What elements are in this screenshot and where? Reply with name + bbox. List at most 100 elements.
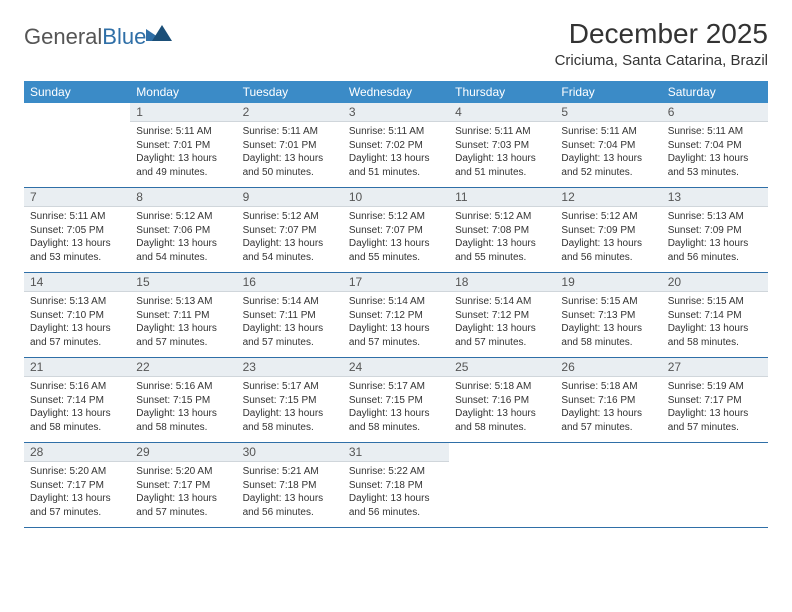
day-number: 16 <box>237 273 343 292</box>
day-sunrise: Sunrise: 5:13 AM <box>668 210 762 224</box>
day-sunrise: Sunrise: 5:11 AM <box>561 125 655 139</box>
calendar-day-cell: 3Sunrise: 5:11 AMSunset: 7:02 PMDaylight… <box>343 103 449 188</box>
day-daylight: Daylight: 13 hours and 53 minutes. <box>30 237 124 264</box>
day-daylight: Daylight: 13 hours and 50 minutes. <box>243 152 337 179</box>
day-number: 20 <box>662 273 768 292</box>
day-sunset: Sunset: 7:14 PM <box>668 309 762 323</box>
logo-mark-icon <box>146 23 172 41</box>
day-sunrise: Sunrise: 5:12 AM <box>455 210 549 224</box>
logo-text-a: General <box>24 24 102 49</box>
day-body: Sunrise: 5:14 AMSunset: 7:12 PMDaylight:… <box>449 292 555 357</box>
day-sunrise: Sunrise: 5:11 AM <box>136 125 230 139</box>
day-number: 1 <box>130 103 236 122</box>
day-daylight: Daylight: 13 hours and 58 minutes. <box>30 407 124 434</box>
day-sunrise: Sunrise: 5:12 AM <box>349 210 443 224</box>
logo-text-b: Blue <box>102 24 146 49</box>
day-sunset: Sunset: 7:01 PM <box>243 139 337 153</box>
day-daylight: Daylight: 13 hours and 57 minutes. <box>349 322 443 349</box>
day-sunrise: Sunrise: 5:14 AM <box>455 295 549 309</box>
calendar-day-cell: 5Sunrise: 5:11 AMSunset: 7:04 PMDaylight… <box>555 103 661 188</box>
day-sunrise: Sunrise: 5:13 AM <box>136 295 230 309</box>
calendar-day-cell: 30Sunrise: 5:21 AMSunset: 7:18 PMDayligh… <box>237 443 343 528</box>
day-sunset: Sunset: 7:14 PM <box>30 394 124 408</box>
day-sunrise: Sunrise: 5:11 AM <box>30 210 124 224</box>
day-sunset: Sunset: 7:15 PM <box>136 394 230 408</box>
day-sunrise: Sunrise: 5:20 AM <box>136 465 230 479</box>
day-number: 26 <box>555 358 661 377</box>
calendar-day-cell: 16Sunrise: 5:14 AMSunset: 7:11 PMDayligh… <box>237 273 343 358</box>
day-daylight: Daylight: 13 hours and 56 minutes. <box>668 237 762 264</box>
day-sunrise: Sunrise: 5:17 AM <box>243 380 337 394</box>
day-body: Sunrise: 5:15 AMSunset: 7:14 PMDaylight:… <box>662 292 768 357</box>
day-daylight: Daylight: 13 hours and 56 minutes. <box>349 492 443 519</box>
day-sunset: Sunset: 7:17 PM <box>136 479 230 493</box>
day-body: Sunrise: 5:16 AMSunset: 7:14 PMDaylight:… <box>24 377 130 442</box>
day-number: 9 <box>237 188 343 207</box>
day-number: 8 <box>130 188 236 207</box>
day-body: Sunrise: 5:11 AMSunset: 7:01 PMDaylight:… <box>237 122 343 187</box>
day-sunrise: Sunrise: 5:11 AM <box>349 125 443 139</box>
day-daylight: Daylight: 13 hours and 58 minutes. <box>243 407 337 434</box>
day-daylight: Daylight: 13 hours and 54 minutes. <box>136 237 230 264</box>
calendar-day-cell <box>662 443 768 528</box>
day-sunrise: Sunrise: 5:18 AM <box>455 380 549 394</box>
day-body: Sunrise: 5:19 AMSunset: 7:17 PMDaylight:… <box>662 377 768 442</box>
calendar-day-cell: 23Sunrise: 5:17 AMSunset: 7:15 PMDayligh… <box>237 358 343 443</box>
day-number: 12 <box>555 188 661 207</box>
calendar-day-cell: 7Sunrise: 5:11 AMSunset: 7:05 PMDaylight… <box>24 188 130 273</box>
day-body: Sunrise: 5:11 AMSunset: 7:02 PMDaylight:… <box>343 122 449 187</box>
calendar-day-cell: 20Sunrise: 5:15 AMSunset: 7:14 PMDayligh… <box>662 273 768 358</box>
day-sunset: Sunset: 7:15 PM <box>349 394 443 408</box>
day-number: 17 <box>343 273 449 292</box>
day-sunrise: Sunrise: 5:16 AM <box>136 380 230 394</box>
day-sunrise: Sunrise: 5:22 AM <box>349 465 443 479</box>
day-sunset: Sunset: 7:11 PM <box>136 309 230 323</box>
day-sunrise: Sunrise: 5:12 AM <box>561 210 655 224</box>
day-number: 29 <box>130 443 236 462</box>
day-daylight: Daylight: 13 hours and 51 minutes. <box>349 152 443 179</box>
day-number: 18 <box>449 273 555 292</box>
day-sunset: Sunset: 7:17 PM <box>30 479 124 493</box>
day-daylight: Daylight: 13 hours and 52 minutes. <box>561 152 655 179</box>
day-sunset: Sunset: 7:02 PM <box>349 139 443 153</box>
calendar-day-cell: 10Sunrise: 5:12 AMSunset: 7:07 PMDayligh… <box>343 188 449 273</box>
day-body: Sunrise: 5:18 AMSunset: 7:16 PMDaylight:… <box>449 377 555 442</box>
day-body: Sunrise: 5:12 AMSunset: 7:06 PMDaylight:… <box>130 207 236 272</box>
calendar-week-row: 7Sunrise: 5:11 AMSunset: 7:05 PMDaylight… <box>24 188 768 273</box>
day-daylight: Daylight: 13 hours and 57 minutes. <box>30 492 124 519</box>
day-sunset: Sunset: 7:03 PM <box>455 139 549 153</box>
day-daylight: Daylight: 13 hours and 58 minutes. <box>136 407 230 434</box>
day-sunset: Sunset: 7:16 PM <box>561 394 655 408</box>
weekday-header: Tuesday <box>237 81 343 103</box>
day-daylight: Daylight: 13 hours and 58 minutes. <box>668 322 762 349</box>
calendar-day-cell <box>24 103 130 188</box>
calendar-day-cell: 15Sunrise: 5:13 AMSunset: 7:11 PMDayligh… <box>130 273 236 358</box>
day-daylight: Daylight: 13 hours and 57 minutes. <box>243 322 337 349</box>
day-body: Sunrise: 5:21 AMSunset: 7:18 PMDaylight:… <box>237 462 343 527</box>
day-sunset: Sunset: 7:01 PM <box>136 139 230 153</box>
day-body: Sunrise: 5:12 AMSunset: 7:07 PMDaylight:… <box>237 207 343 272</box>
day-body: Sunrise: 5:15 AMSunset: 7:13 PMDaylight:… <box>555 292 661 357</box>
day-sunrise: Sunrise: 5:14 AM <box>349 295 443 309</box>
day-number: 27 <box>662 358 768 377</box>
day-body: Sunrise: 5:20 AMSunset: 7:17 PMDaylight:… <box>130 462 236 527</box>
day-number: 6 <box>662 103 768 122</box>
calendar-table: SundayMondayTuesdayWednesdayThursdayFrid… <box>24 81 768 528</box>
day-daylight: Daylight: 13 hours and 51 minutes. <box>455 152 549 179</box>
logo-text: GeneralBlue <box>24 24 146 50</box>
day-body: Sunrise: 5:18 AMSunset: 7:16 PMDaylight:… <box>555 377 661 442</box>
day-sunset: Sunset: 7:17 PM <box>668 394 762 408</box>
calendar-week-row: 1Sunrise: 5:11 AMSunset: 7:01 PMDaylight… <box>24 103 768 188</box>
calendar-day-cell: 11Sunrise: 5:12 AMSunset: 7:08 PMDayligh… <box>449 188 555 273</box>
day-daylight: Daylight: 13 hours and 58 minutes. <box>561 322 655 349</box>
day-sunset: Sunset: 7:16 PM <box>455 394 549 408</box>
day-number: 23 <box>237 358 343 377</box>
calendar-day-cell: 24Sunrise: 5:17 AMSunset: 7:15 PMDayligh… <box>343 358 449 443</box>
day-sunset: Sunset: 7:06 PM <box>136 224 230 238</box>
weekday-header: Saturday <box>662 81 768 103</box>
day-number: 13 <box>662 188 768 207</box>
day-body: Sunrise: 5:11 AMSunset: 7:05 PMDaylight:… <box>24 207 130 272</box>
calendar-day-cell: 29Sunrise: 5:20 AMSunset: 7:17 PMDayligh… <box>130 443 236 528</box>
calendar-day-cell: 28Sunrise: 5:20 AMSunset: 7:17 PMDayligh… <box>24 443 130 528</box>
day-number: 19 <box>555 273 661 292</box>
